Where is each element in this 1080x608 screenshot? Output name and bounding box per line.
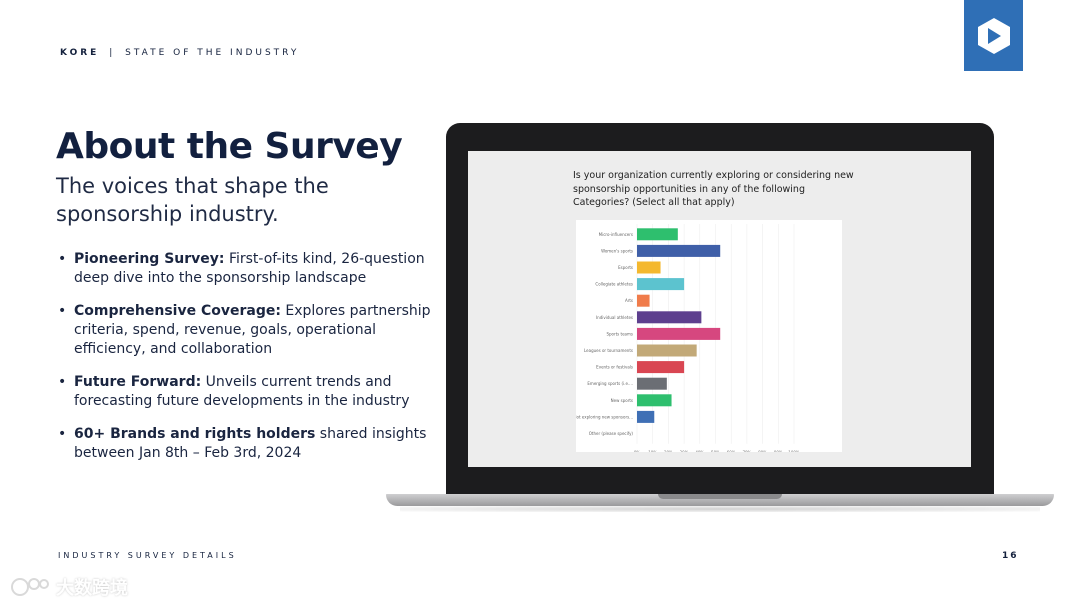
- bullet-item: Comprehensive Coverage: Explores partner…: [56, 302, 436, 359]
- chart-category-label: Esports: [618, 265, 633, 270]
- chart-category-label: Sports teams: [606, 331, 633, 336]
- chart-category-label: Other (please specify): [589, 431, 634, 436]
- survey-question: Is your organization currently exploring…: [573, 170, 854, 208]
- chart-bar: [637, 311, 702, 324]
- page-title: About the Survey: [56, 126, 403, 167]
- chart-category-label: Events or festivals: [596, 365, 633, 370]
- chart-tick-label: 90%: [774, 450, 783, 452]
- bullet-text: shared insights between Jan 8th – Feb 3r…: [74, 426, 427, 461]
- bar-chart: 0% 10% 20% 30% 40% 50% 60% 70% 80% 90% 100% Micro-i…: [576, 224, 800, 452]
- bullet-item: 60+ Brands and rights holders shared ins…: [56, 425, 436, 463]
- bullet-list: Pioneering Survey: First-of-its kind, 26…: [56, 250, 436, 477]
- chart-category-label: Individual athletes: [596, 315, 633, 320]
- header-separator: |: [109, 48, 116, 58]
- page-number: 16: [1002, 551, 1019, 561]
- section-name: STATE OF THE INDUSTRY: [125, 48, 300, 58]
- chart-bar: [637, 410, 655, 423]
- chart-bar: [637, 344, 697, 357]
- bullet-text: Unveils current trends and forecasting f…: [74, 374, 410, 409]
- chart-category-label: Emerging sports (i.e....: [587, 381, 633, 386]
- footer-label: INDUSTRY SURVEY DETAILS: [58, 551, 237, 560]
- chart-tick-label: 100%: [788, 450, 800, 452]
- chart-tick-label: 20%: [664, 450, 673, 452]
- laptop-notch: [658, 494, 782, 499]
- watermark-logo-icon: [11, 578, 49, 596]
- laptop-base: [386, 494, 1054, 506]
- chart-bar: [637, 377, 667, 390]
- chart-bar: [637, 294, 650, 307]
- page-subtitle: The voices that shape the sponsorship in…: [56, 174, 329, 226]
- bullet-text: Explores partnership criteria, spend, re…: [74, 303, 431, 357]
- chart-tick-label: 60%: [727, 450, 736, 452]
- chart-bar: [637, 327, 721, 340]
- chart-bar: [637, 261, 661, 274]
- kore-logo-icon: [964, 0, 1023, 71]
- chart-category-label: Not exploring new sponsors...: [576, 414, 633, 419]
- chart-tick-label: 70%: [742, 450, 751, 452]
- chart-bar: [637, 361, 685, 374]
- brand-name: KORE: [60, 48, 100, 58]
- chart-category-label: Arts: [625, 298, 633, 303]
- chart-bar: [637, 244, 721, 257]
- chart-category-label: Women's sports: [601, 248, 633, 253]
- laptop-shadow: [400, 506, 1040, 512]
- bullet-item: Pioneering Survey: First-of-its kind, 26…: [56, 250, 436, 288]
- slide-header: KORE | STATE OF THE INDUSTRY: [60, 48, 299, 58]
- bullet-bold: 60+ Brands and rights holders: [74, 426, 316, 442]
- watermark: 大数跨境: [10, 574, 128, 600]
- bullet-text: First-of-its kind, 26-question deep dive…: [74, 251, 425, 286]
- bar-chart-panel: 0% 10% 20% 30% 40% 50% 60% 70% 80% 90% 100% Micro-i…: [576, 220, 842, 452]
- chart-bar: [637, 228, 678, 241]
- bullet-bold: Comprehensive Coverage:: [74, 303, 281, 319]
- chart-tick-label: 40%: [695, 450, 704, 452]
- chart-tick-label: 10%: [648, 450, 657, 452]
- chart-category-label: Collegiate athletes: [595, 282, 633, 287]
- bullet-bold: Pioneering Survey:: [74, 251, 225, 267]
- chart-tick-label: 50%: [711, 450, 720, 452]
- watermark-text: 大数跨境: [56, 578, 128, 599]
- chart-bar: [637, 394, 672, 407]
- chart-tick-label: 30%: [680, 450, 689, 452]
- chart-bar: [637, 278, 685, 291]
- chart-tick-label: 0%: [634, 450, 641, 452]
- bullet-item: Future Forward: Unveils current trends a…: [56, 373, 436, 411]
- chart-tick-label: 80%: [758, 450, 767, 452]
- chart-category-label: New sports: [611, 398, 633, 403]
- chart-category-label: Leagues or tournaments: [584, 348, 633, 353]
- bullet-bold: Future Forward:: [74, 374, 202, 390]
- chart-category-label: Micro-influencers: [599, 232, 633, 237]
